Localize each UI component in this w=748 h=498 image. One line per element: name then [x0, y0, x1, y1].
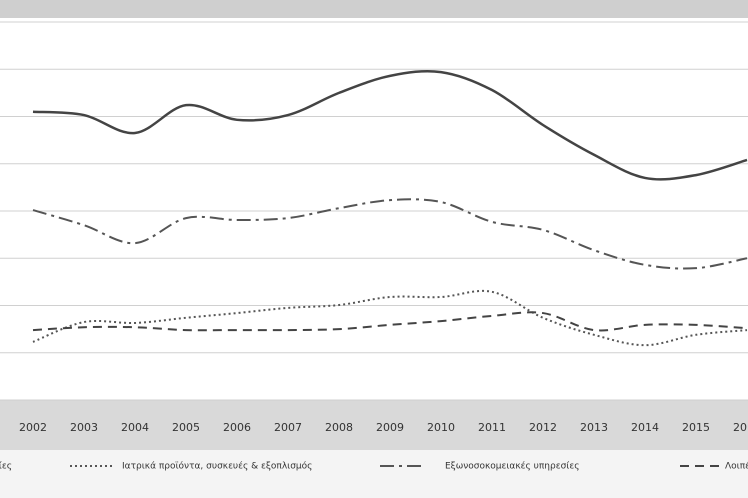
x-tick-label: 2009	[376, 421, 404, 434]
x-axis-band	[0, 400, 748, 450]
legend-label: Ιατρικά προϊόντα, συσκευές & εξοπλισμός	[122, 461, 312, 472]
x-tick-label: 2004	[121, 421, 149, 434]
x-tick-label: 2003	[70, 421, 98, 434]
x-tick-label: 2010	[427, 421, 455, 434]
series-line	[32, 69, 748, 181]
x-tick-label: 2014	[631, 421, 659, 434]
x-tick-label: 2016	[733, 421, 748, 434]
x-tick-label: 2008	[325, 421, 353, 434]
x-tick-label: 2005	[172, 421, 200, 434]
x-tick-label: 2012	[529, 421, 557, 434]
x-tick-label: 2011	[478, 421, 506, 434]
x-tick-label: 2006	[223, 421, 251, 434]
legend-label: Εξωνοσοκομειακές υπηρεσίες	[445, 461, 579, 472]
series-line	[32, 311, 748, 332]
plot-area	[0, 18, 748, 400]
x-tick-label: 2013	[580, 421, 608, 434]
top-band	[0, 0, 748, 18]
series-line	[32, 198, 748, 270]
series-line	[32, 289, 748, 347]
x-tick-label: 2015	[682, 421, 710, 434]
x-tick-label: 2002	[19, 421, 47, 434]
x-tick-label: 2007	[274, 421, 302, 434]
legend-label: Νοσοκομειακές υπηρεσίες	[0, 461, 12, 472]
legend-band	[0, 450, 748, 498]
legend-label: Λοιπές υπηρεσίες	[725, 461, 748, 472]
